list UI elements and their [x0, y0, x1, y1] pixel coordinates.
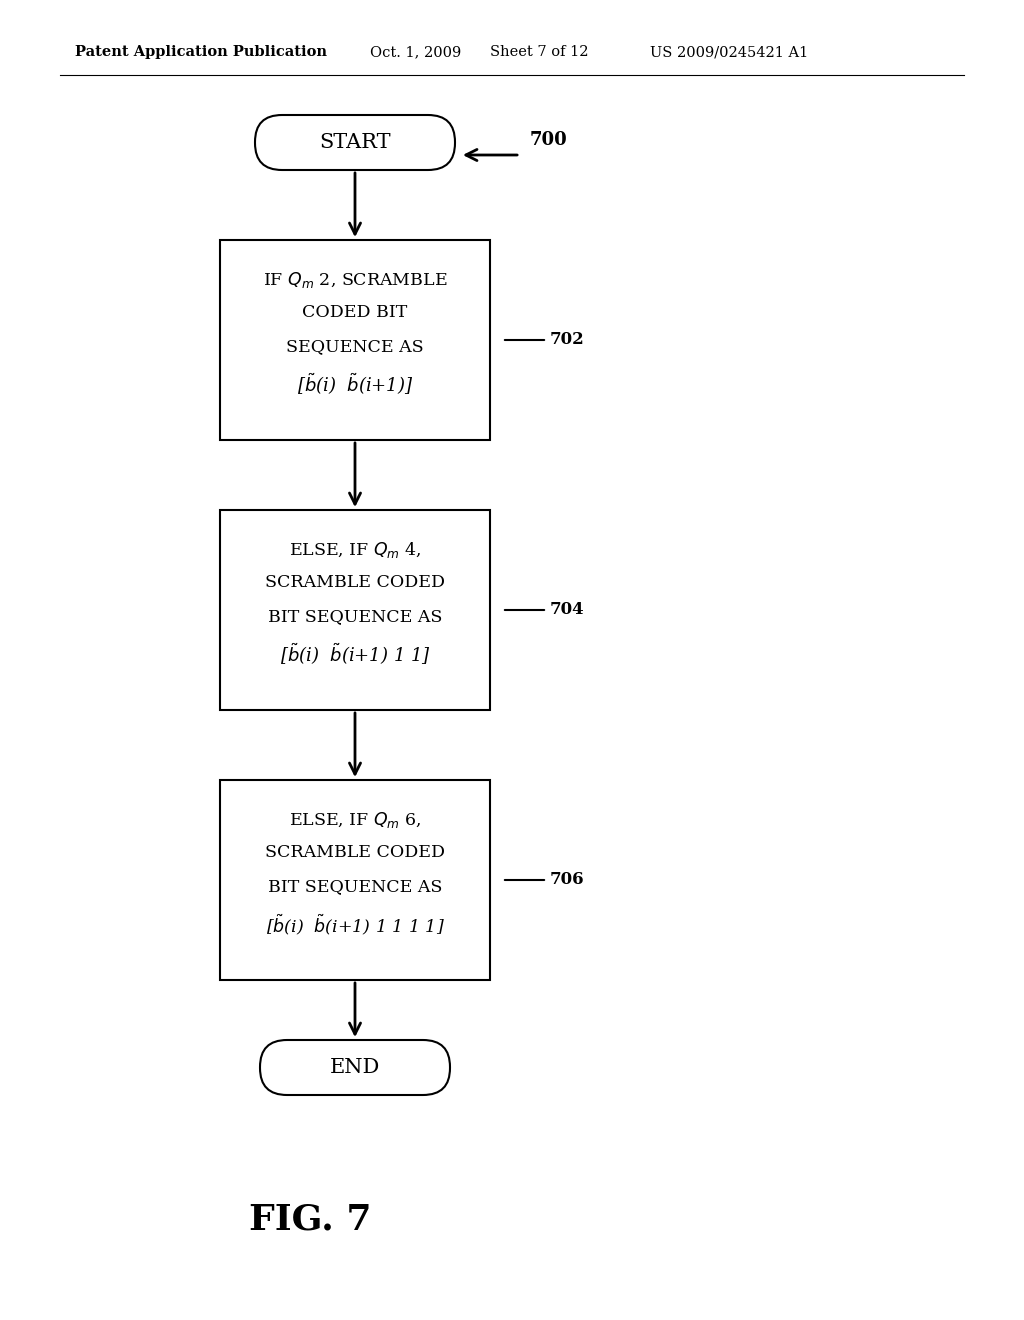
Text: FIG. 7: FIG. 7 — [249, 1203, 372, 1237]
Text: IF $Q_m$ 2, SCRAMBLE: IF $Q_m$ 2, SCRAMBLE — [263, 271, 447, 290]
Text: 700: 700 — [530, 131, 567, 149]
Bar — [220, 240, 490, 440]
Text: SCRAMBLE CODED: SCRAMBLE CODED — [265, 843, 445, 861]
Text: 704: 704 — [550, 602, 585, 619]
Text: SEQUENCE AS: SEQUENCE AS — [286, 338, 424, 355]
Text: START: START — [319, 133, 391, 152]
Text: SCRAMBLE CODED: SCRAMBLE CODED — [265, 574, 445, 591]
Text: 702: 702 — [550, 331, 585, 348]
Text: BIT SEQUENCE AS: BIT SEQUENCE AS — [268, 609, 442, 624]
Text: Oct. 1, 2009: Oct. 1, 2009 — [370, 45, 461, 59]
Text: Patent Application Publication: Patent Application Publication — [75, 45, 327, 59]
Text: US 2009/0245421 A1: US 2009/0245421 A1 — [650, 45, 808, 59]
Text: CODED BIT: CODED BIT — [302, 304, 408, 321]
Text: END: END — [330, 1059, 380, 1077]
Text: 706: 706 — [550, 871, 585, 888]
FancyBboxPatch shape — [255, 115, 455, 170]
Bar — [220, 780, 490, 979]
Text: [$\tilde{b}$(i)  $\tilde{b}$(i+1) 1 1]: [$\tilde{b}$(i) $\tilde{b}$(i+1) 1 1] — [280, 642, 430, 668]
Text: Sheet 7 of 12: Sheet 7 of 12 — [490, 45, 589, 59]
Text: ELSE, IF $Q_m$ 4,: ELSE, IF $Q_m$ 4, — [289, 540, 421, 560]
Bar — [220, 510, 490, 710]
FancyBboxPatch shape — [260, 1040, 450, 1096]
Text: BIT SEQUENCE AS: BIT SEQUENCE AS — [268, 878, 442, 895]
Text: [$\tilde{b}$(i)  $\tilde{b}$(i+1) 1 1 1 1]: [$\tilde{b}$(i) $\tilde{b}$(i+1) 1 1 1 1… — [265, 912, 444, 937]
Text: ELSE, IF $Q_m$ 6,: ELSE, IF $Q_m$ 6, — [289, 810, 421, 830]
Text: [$\tilde{b}$(i)  $\tilde{b}$(i+1)]: [$\tilde{b}$(i) $\tilde{b}$(i+1)] — [297, 372, 414, 397]
